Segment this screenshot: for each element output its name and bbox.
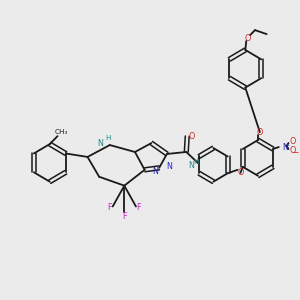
- Text: +: +: [285, 142, 290, 148]
- Text: N: N: [166, 162, 172, 171]
- Text: CH₃: CH₃: [55, 129, 68, 135]
- Text: N: N: [152, 167, 158, 176]
- Text: O: O: [290, 136, 296, 146]
- Text: −: −: [292, 148, 299, 158]
- Text: F: F: [136, 203, 141, 212]
- Text: O: O: [290, 146, 296, 155]
- Text: O: O: [244, 34, 250, 43]
- Text: N: N: [188, 161, 194, 170]
- Text: O: O: [256, 128, 263, 137]
- Text: F: F: [122, 212, 127, 221]
- Text: O: O: [189, 132, 195, 141]
- Text: H: H: [105, 135, 111, 141]
- Text: O: O: [237, 168, 244, 177]
- Text: F: F: [108, 203, 112, 212]
- Text: N: N: [283, 142, 289, 152]
- Text: N: N: [97, 139, 103, 148]
- Text: H: H: [193, 159, 199, 165]
